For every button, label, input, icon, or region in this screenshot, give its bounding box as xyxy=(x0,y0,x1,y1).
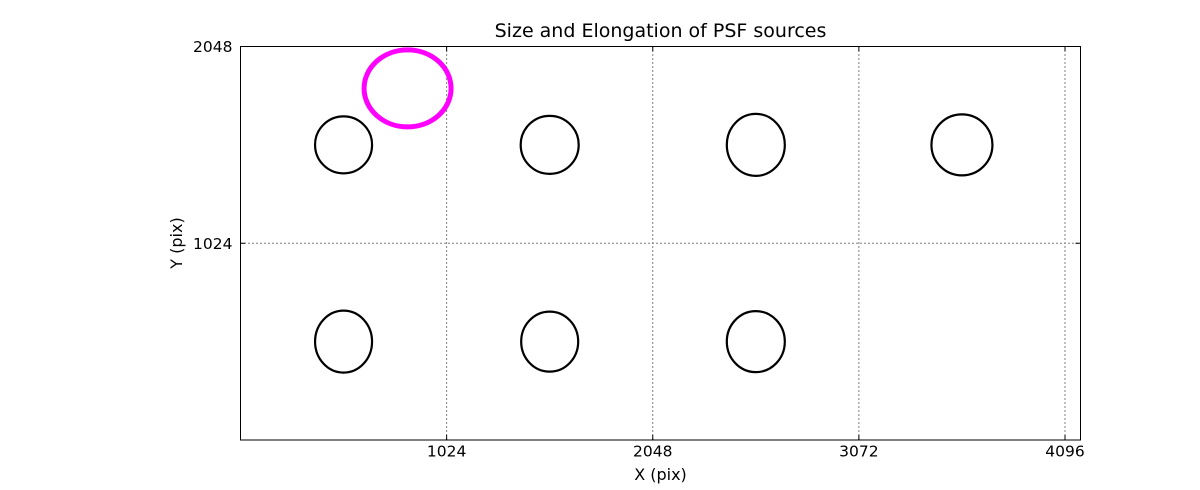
x-tick-label: 2048 xyxy=(633,443,672,461)
psf-source-ellipse xyxy=(313,115,374,175)
y-axis-label: Y (pix) xyxy=(167,217,186,269)
psf-source-ellipse xyxy=(519,114,580,175)
x-tick-label: 1024 xyxy=(427,443,466,461)
psf-source-ellipse xyxy=(725,310,786,374)
psf-source-ellipse xyxy=(725,112,786,177)
y-tick-label: 2048 xyxy=(193,38,232,56)
x-axis-label: X (pix) xyxy=(634,465,687,484)
psf-source-ellipse xyxy=(520,310,580,373)
psf-source-ellipse xyxy=(930,113,994,177)
chart-title: Size and Elongation of PSF sources xyxy=(494,20,827,42)
y-tick-label: 1024 xyxy=(193,235,232,253)
x-tick-label: 3072 xyxy=(839,443,878,461)
psf-source-ellipse xyxy=(313,309,374,374)
x-tick-label: 4096 xyxy=(1045,443,1084,461)
highlighted-psf-source-ellipse xyxy=(361,47,454,130)
